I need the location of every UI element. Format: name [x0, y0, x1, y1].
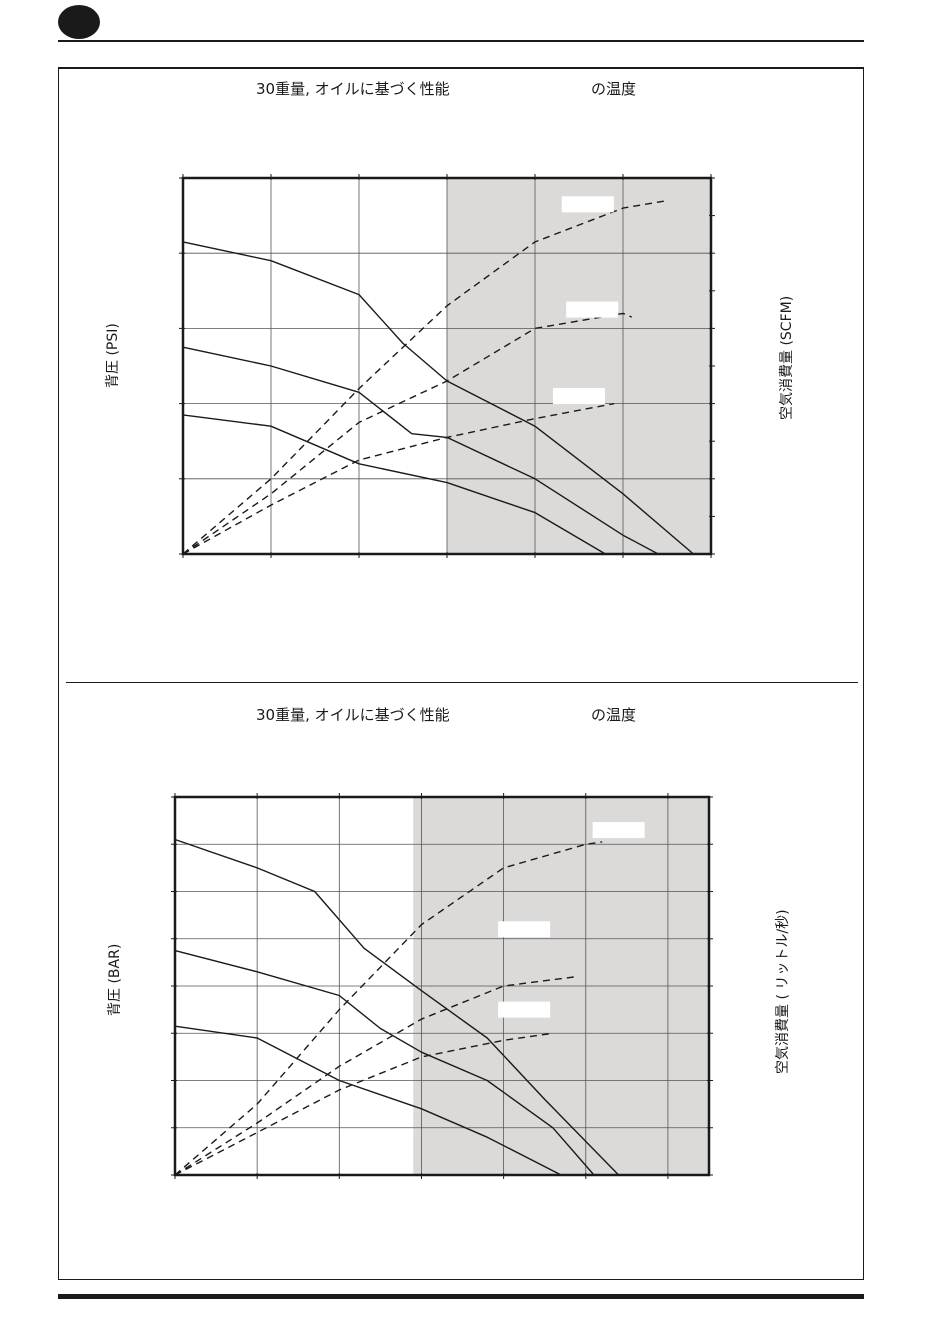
chart2-series-solid-2 — [174, 949, 595, 1176]
chart1-curve-label-box-2 — [566, 301, 619, 318]
chart2-curve-label-box-3 — [498, 1001, 551, 1018]
chart1-title: 30重量, オイルに基づく性能 — [256, 80, 450, 98]
chart2-title: 30重量, オイルに基づく性能 — [256, 706, 450, 724]
chart2-series-dashed-5 — [174, 975, 578, 1176]
figure-frame — [58, 67, 864, 1280]
chart1-series-dashed-6 — [182, 402, 615, 555]
chart1-series-solid-1 — [182, 241, 694, 555]
chart2-plot-frame — [173, 795, 711, 1177]
chart-divider — [66, 682, 858, 683]
chart1-series-solid-3 — [182, 414, 606, 555]
chart2-curve-label-box-1 — [592, 822, 645, 839]
chart1-curve-label-box-1 — [561, 196, 614, 213]
chart1-shaded-region — [447, 178, 711, 554]
chart1-series-dashed-5 — [182, 312, 633, 555]
chart2-series-solid-1 — [174, 838, 620, 1176]
footer-rule — [58, 1294, 864, 1299]
chart2-curve-label-box-2 — [498, 921, 551, 938]
chart1-series-dashed-4 — [182, 199, 668, 555]
chart1-curve-label-box-3 — [553, 388, 605, 405]
chart2-series-dashed-4 — [174, 841, 603, 1176]
chart2-series-dashed-6 — [174, 1032, 553, 1176]
chart1-plot-frame — [181, 176, 713, 556]
chart1-title-suffix: の温度 — [591, 80, 637, 98]
chart2-title-suffix: の温度 — [591, 706, 637, 724]
chart1-series-solid-2 — [182, 346, 659, 555]
page-marker-dot — [58, 5, 100, 39]
header-rule — [58, 40, 864, 42]
chart2-series-solid-3 — [174, 1025, 562, 1176]
